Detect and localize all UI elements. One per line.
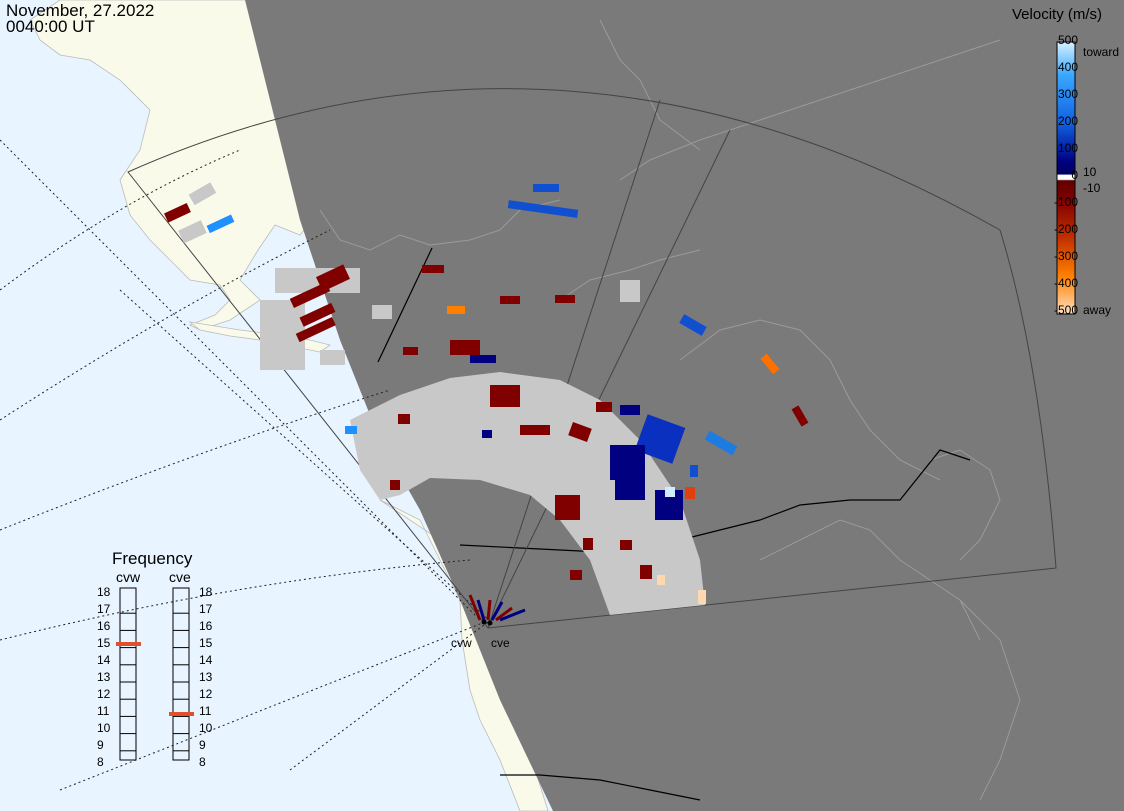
- frequency-tick-label-cvw: 10: [97, 721, 111, 735]
- cvw-frequency-indicator: [116, 642, 141, 646]
- frequency-tick-label-cve: 14: [199, 653, 213, 667]
- away-label: away: [1083, 303, 1112, 317]
- frequency-tick-label-cvw: 13: [97, 670, 111, 684]
- velocity-tick-label: -400: [1053, 276, 1078, 290]
- velocity-tick-label: -500: [1053, 303, 1078, 317]
- graticule: [0, 139, 491, 791]
- frequency-tick-label-cvw: 9: [97, 738, 104, 752]
- frequency-tick-label-cve: 12: [199, 687, 213, 701]
- land-alaska: [29, 0, 321, 331]
- frequency-tick-label-cve: 8: [199, 755, 206, 769]
- site-marker-cve: [487, 620, 493, 626]
- velocity-small-label-positive: 10: [1083, 165, 1097, 179]
- velocity-tick-label: 100: [1057, 141, 1078, 155]
- velocity-tick-label: -300: [1053, 249, 1078, 263]
- frequency-tick-label-cve: 10: [199, 721, 213, 735]
- velocity-tick-label: 400: [1057, 60, 1078, 74]
- velocity-tick-label: 300: [1057, 87, 1078, 101]
- frequency-tick-label-cvw: 17: [97, 602, 111, 616]
- frequency-tick-label-cvw: 11: [97, 704, 110, 718]
- site-label-cve: cve: [491, 636, 510, 650]
- toward-label: toward: [1083, 45, 1120, 59]
- coastlines: [319, 19, 1021, 801]
- near-radar-cells: [468, 594, 526, 622]
- frequency-boxes: [119, 587, 190, 761]
- velocity-tick-label: 200: [1057, 114, 1078, 128]
- frequency-tick-label-cve: 13: [199, 670, 213, 684]
- frequency-tick-label-cvw: 16: [97, 619, 111, 633]
- frequency-tick-label-cvw: 8: [97, 755, 104, 769]
- velocity-scale-title: Velocity (m/s): [1012, 6, 1103, 23]
- frequency-tick-label-cvw: 15: [97, 636, 111, 650]
- velocity-tick-label: -100: [1053, 195, 1078, 209]
- velocity-cells-toward: [206, 184, 738, 520]
- frequency-tick-label-cvw: 12: [97, 687, 111, 701]
- velocity-small-label-negative: -10: [1083, 181, 1101, 195]
- site-label-cvw: cvw: [451, 636, 472, 650]
- site-marker-cvw: [481, 619, 487, 625]
- velocity-colorbar: [1056, 41, 1076, 315]
- radar-label-cve: cve: [169, 569, 191, 585]
- frequency-tick-label-cve: 16: [199, 619, 213, 633]
- frequency-tick-label-cve: 15: [199, 636, 213, 650]
- velocity-tick-label: -200: [1053, 222, 1078, 236]
- velocity-cells-strong-away: [447, 306, 780, 604]
- velocity-cells-away: [164, 202, 809, 580]
- frequency-title: Frequency: [112, 549, 193, 568]
- night-region: [245, 0, 1124, 811]
- date-label: November, 27.2022: [6, 1, 155, 20]
- frequency-tick-label-cvw: 18: [97, 585, 111, 599]
- time-label: 0040:00 UT: [6, 17, 95, 36]
- frequency-tick-label-cve: 18: [199, 585, 213, 599]
- ground-scatter: [178, 182, 705, 615]
- frequency-tick-label-cvw: 14: [97, 653, 111, 667]
- frequency-tick-label-cve: 11: [199, 704, 212, 718]
- velocity-tick-label: 500: [1057, 33, 1078, 47]
- frequency-tick-label-cve: 9: [199, 738, 206, 752]
- cve-frequency-indicator: [169, 712, 194, 716]
- velocity-tick-label: 0: [1071, 168, 1078, 182]
- radar-label-cvw: cvw: [116, 569, 141, 585]
- frequency-tick-label-cve: 17: [199, 602, 213, 616]
- fov-outline: [127, 88, 1057, 629]
